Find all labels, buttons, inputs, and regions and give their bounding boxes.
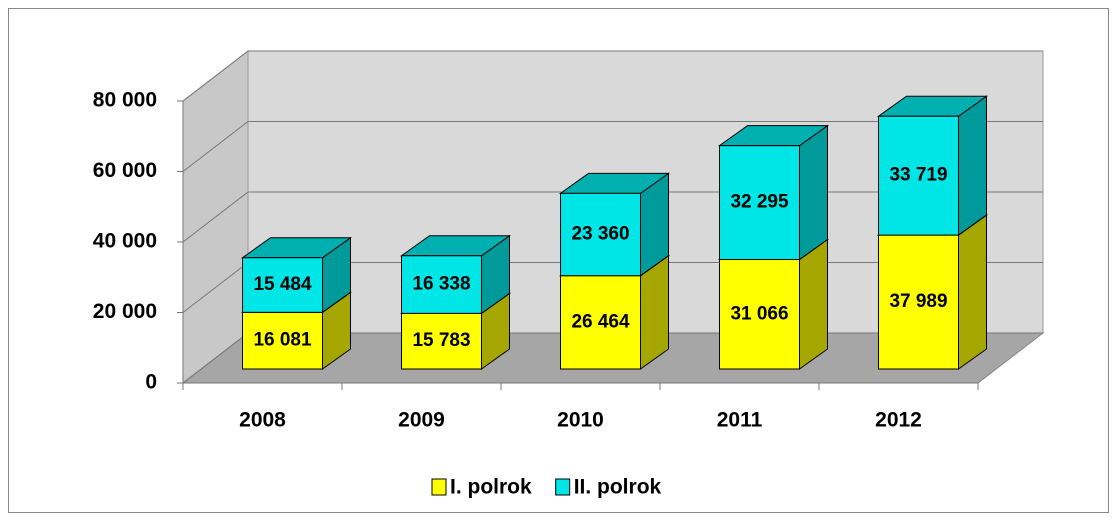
grid-line <box>182 121 1043 172</box>
x-tick-label: 2009 <box>398 409 445 432</box>
value-label: 32 295 <box>730 192 789 213</box>
y-tick-label: 60 000 <box>93 159 157 182</box>
y-tick-label: 40 000 <box>93 230 157 253</box>
bar-side <box>799 238 828 370</box>
value-label: 15 484 <box>253 274 312 295</box>
bar <box>401 312 482 370</box>
value-label: 15 783 <box>412 330 470 351</box>
legend-swatch <box>555 478 571 496</box>
legend-label: I. polrok <box>450 476 532 499</box>
bar <box>401 255 482 314</box>
bar-side <box>958 214 987 370</box>
x-tick-label: 2011 <box>717 409 763 432</box>
x-tick-label: 2010 <box>557 409 604 432</box>
bar <box>560 192 641 277</box>
value-label: 31 066 <box>730 303 788 324</box>
bar <box>242 257 323 313</box>
y-tick-label: 0 <box>145 371 157 394</box>
value-label: 37 989 <box>889 291 947 312</box>
x-tick-label: 2008 <box>239 409 286 432</box>
x-tick-label: 2012 <box>875 409 922 432</box>
value-label: 16 338 <box>412 274 470 295</box>
value-label: 23 360 <box>571 224 629 245</box>
bar <box>242 311 323 370</box>
legend-label: II. polrok <box>574 476 662 499</box>
bar <box>719 145 800 260</box>
value-label: 16 081 <box>253 330 312 351</box>
bar <box>560 275 641 370</box>
value-label: 33 719 <box>889 165 947 186</box>
bar <box>878 115 959 236</box>
bar <box>878 234 959 370</box>
y-tick-label: 80 000 <box>93 89 157 112</box>
bar-side <box>799 124 828 261</box>
legend-swatch <box>431 478 447 496</box>
grid-line <box>182 50 1043 102</box>
y-tick-label: 20 000 <box>93 300 157 323</box>
bar-side <box>958 95 987 237</box>
value-label: 26 464 <box>571 311 630 332</box>
